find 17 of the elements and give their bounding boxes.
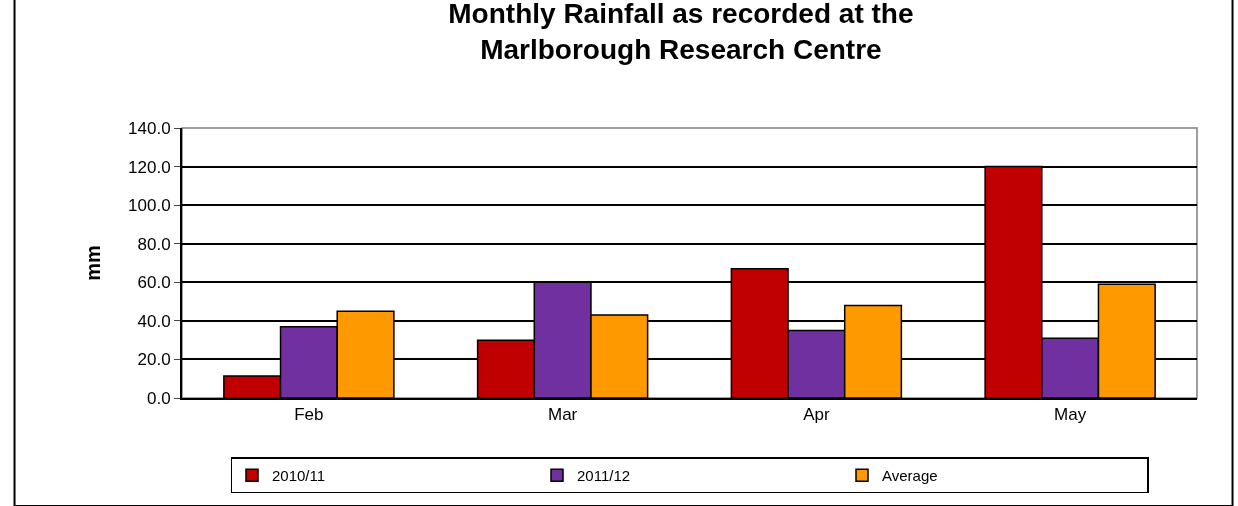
y-tick-label: 20.0 bbox=[137, 350, 171, 370]
x-tick-label: Apr bbox=[803, 405, 830, 425]
x-tick-label: May bbox=[1054, 405, 1087, 425]
legend-label: 2010/11 bbox=[272, 467, 326, 484]
y-tick-label: 0.0 bbox=[146, 388, 171, 408]
y-tick-label: 140.0 bbox=[128, 118, 171, 138]
y-tick-label: 40.0 bbox=[137, 311, 171, 331]
chart-title: Monthly Rainfall as recorded at the Marlborough Research Centre bbox=[448, 0, 914, 66]
x-tick-label: Mar bbox=[547, 405, 578, 425]
y-tick-label: 80.0 bbox=[137, 234, 171, 254]
y-axis-title: mm bbox=[82, 245, 105, 281]
legend-label: Average bbox=[882, 467, 938, 484]
y-tick-label: 120.0 bbox=[128, 157, 171, 177]
y-tick-label: 60.0 bbox=[137, 273, 171, 293]
legend-label: 2011/12 bbox=[577, 467, 631, 484]
x-tick-label: Feb bbox=[294, 405, 324, 425]
y-tick-label: 100.0 bbox=[128, 196, 171, 216]
